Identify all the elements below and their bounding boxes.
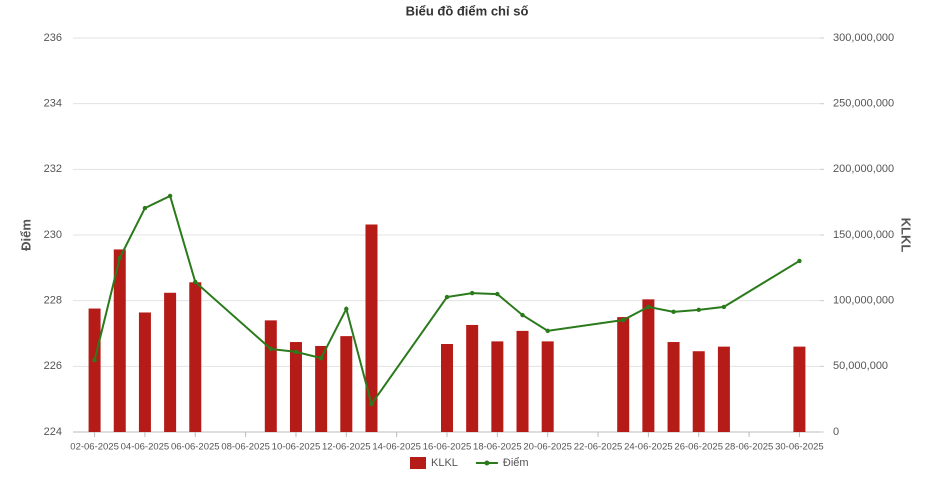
point — [721, 304, 727, 310]
x-tick-label: 02-06-2025 — [70, 442, 119, 453]
point — [520, 312, 525, 318]
point — [545, 328, 550, 334]
bar — [138, 312, 151, 432]
bar — [88, 308, 101, 432]
y-tick-label: 232 — [44, 163, 62, 175]
bar — [541, 341, 554, 432]
point — [671, 309, 676, 315]
y-tick-label: 224 — [44, 426, 62, 438]
x-tick-label: 24-06-2025 — [624, 442, 673, 453]
y-tick-label: 230 — [44, 229, 62, 241]
bar — [365, 224, 378, 432]
x-tick-label: 06-06-2025 — [171, 442, 220, 453]
point — [268, 346, 273, 352]
y2-tick-label: 50,000,000 — [833, 360, 888, 372]
y-tick-label: 234 — [44, 98, 62, 110]
y2-tick-label: 250,000,000 — [833, 98, 894, 110]
chart-title: Biểu đồ điểm chỉ số — [406, 3, 529, 18]
point — [344, 306, 349, 312]
bar — [793, 346, 806, 432]
point — [293, 349, 299, 355]
bar — [692, 351, 705, 432]
bar — [466, 324, 479, 432]
point — [369, 401, 374, 407]
point — [495, 291, 500, 297]
x-tick-label: 18-06-2025 — [473, 442, 522, 453]
y-axis-title: Điểm — [18, 219, 33, 251]
legend-label: KLKL — [431, 457, 458, 469]
point — [621, 317, 626, 323]
x-tick-label: 30-06-2025 — [775, 442, 824, 453]
bar — [189, 282, 202, 432]
y2-axis-title: KLKL — [899, 218, 914, 253]
point — [167, 193, 173, 199]
y-tick-label: 226 — [44, 360, 62, 372]
bar — [717, 346, 730, 432]
point — [797, 258, 802, 264]
x-tick-label: 12-06-2025 — [322, 442, 371, 453]
x-tick-label: 10-06-2025 — [272, 442, 321, 453]
bar — [289, 342, 302, 432]
legend-label: Điểm — [503, 457, 529, 469]
bar — [491, 341, 504, 432]
x-tick-label: 20-06-2025 — [523, 442, 572, 453]
y2-tick-label: 200,000,000 — [833, 163, 894, 175]
bar — [667, 342, 680, 432]
x-tick-label: 22-06-2025 — [574, 442, 623, 453]
bar — [164, 292, 177, 432]
x-tick-label: 26-06-2025 — [674, 442, 723, 453]
point — [696, 307, 701, 313]
x-tick-label: 16-06-2025 — [423, 442, 472, 453]
point — [117, 255, 122, 261]
legend-swatch — [484, 460, 490, 466]
x-tick-label: 14-06-2025 — [372, 442, 421, 453]
point — [318, 355, 324, 361]
bar — [516, 330, 529, 432]
point — [92, 357, 97, 363]
x-tick-label: 04-06-2025 — [121, 442, 170, 453]
legend-swatch — [410, 457, 426, 469]
y2-tick-label: 300,000,000 — [833, 32, 894, 44]
bar — [264, 320, 277, 432]
bar — [315, 345, 328, 432]
bar — [340, 336, 353, 432]
y-tick-label: 236 — [44, 32, 62, 44]
point — [646, 304, 651, 310]
point — [469, 290, 475, 296]
point — [142, 205, 148, 211]
point — [444, 294, 450, 300]
bar — [113, 249, 126, 432]
point — [193, 279, 198, 285]
bar — [642, 299, 655, 432]
y2-tick-label: 100,000,000 — [833, 295, 894, 307]
x-tick-label: 08-06-2025 — [221, 442, 270, 453]
y2-tick-label: 150,000,000 — [833, 229, 894, 241]
y-tick-label: 228 — [44, 295, 62, 307]
x-tick-label: 28-06-2025 — [725, 442, 774, 453]
bar — [617, 317, 630, 432]
bar — [441, 344, 453, 432]
y2-tick-label: 0 — [833, 426, 839, 438]
